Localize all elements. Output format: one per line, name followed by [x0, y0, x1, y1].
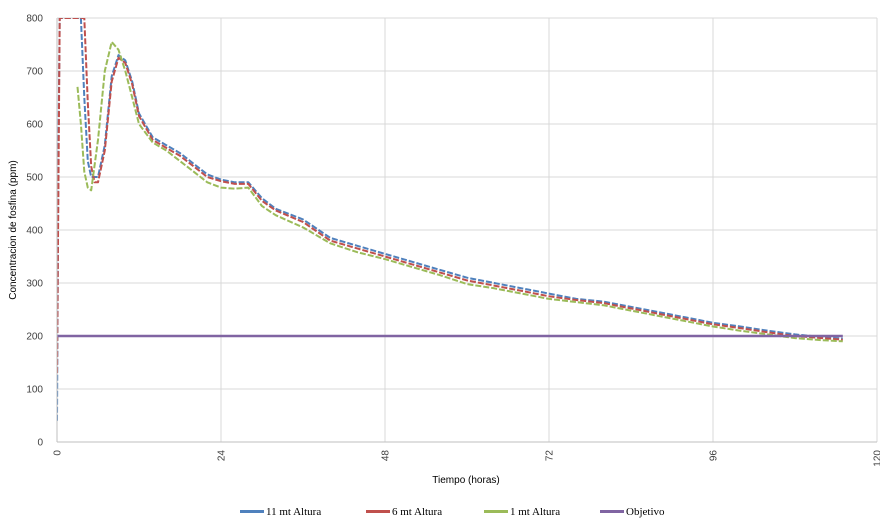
y-tick-label: 700: [26, 67, 43, 78]
y-tick-label: 600: [26, 120, 43, 131]
legend-label: 11 mt Altura: [266, 506, 321, 518]
legend-label: 1 mt Altura: [510, 506, 560, 518]
grid: [56, 17, 878, 443]
x-axis-title: Tiempo (horas): [432, 475, 499, 486]
y-tick-label: 200: [26, 332, 43, 343]
x-tick-label: 24: [217, 450, 228, 462]
y-tick-label: 0: [37, 438, 43, 449]
legend-item-6-mt-altura: 6 mt Altura: [366, 506, 442, 518]
x-tick-label: 120: [873, 450, 880, 467]
legend-label: 6 mt Altura: [392, 506, 442, 518]
series-layer: [57, 18, 843, 421]
y-tick-label: 500: [26, 173, 43, 184]
y-tick-label: 100: [26, 385, 43, 396]
x-tick-label: 96: [709, 450, 720, 462]
legend-item-objetivo: Objetivo: [600, 506, 665, 518]
axes: [56, 18, 877, 443]
y-axis-title: Concentracion de fosfina (ppm): [8, 160, 19, 300]
y-tick-label: 400: [26, 226, 43, 237]
x-tick-label: 48: [381, 450, 392, 462]
legend: 11 mt Altura 6 mt Altura 1 mt Altura Objeti…: [240, 506, 665, 518]
legend-item-11-mt-altura: 11 mt Altura: [240, 506, 321, 518]
y-tick-label: 300: [26, 279, 43, 290]
series-line-11-mt-altura: [57, 18, 843, 421]
y-tick-label: 800: [26, 14, 43, 25]
tick-labels: 0 100 200 300 400 500 600 700 800 0 24 48 72 96 120: [26, 14, 880, 467]
legend-item-1-mt-altura: 1 mt Altura: [484, 506, 560, 518]
legend-label: Objetivo: [626, 506, 665, 518]
series-line-6-mt-altura: [57, 18, 843, 374]
series-line-1-mt-altura: [76, 40, 843, 343]
x-tick-label: 72: [545, 450, 556, 462]
x-tick-label: 0: [53, 450, 64, 456]
